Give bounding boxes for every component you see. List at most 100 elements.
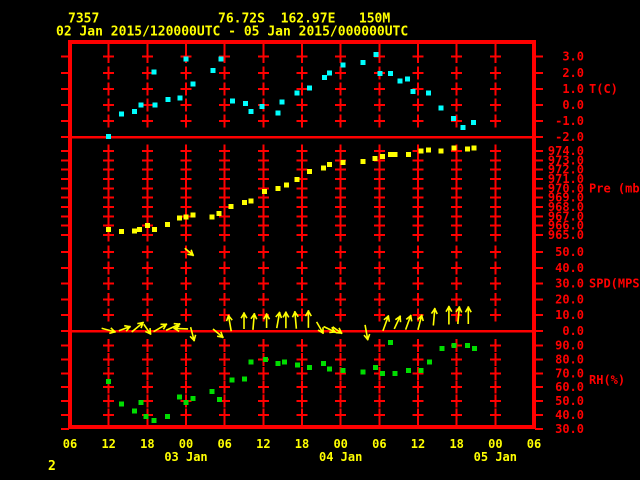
temperature-point	[259, 104, 265, 110]
time-tick-label: 06	[63, 437, 77, 451]
relative_humidity-point	[217, 397, 223, 403]
temperature-point	[360, 59, 366, 65]
relative_humidity-point	[248, 359, 254, 365]
relative_humidity-point	[380, 370, 386, 376]
time-tick-label: 00	[488, 437, 502, 451]
relative_humidity-point	[294, 362, 300, 368]
pressure-point	[106, 226, 112, 232]
pressure-tick-label: 965.0	[548, 228, 584, 242]
wind_speed-tick-label: 50.0	[555, 245, 584, 259]
relative_humidity-point	[164, 413, 170, 419]
time-tick-label: 12	[411, 437, 425, 451]
wind-arrow	[275, 311, 283, 329]
relative_humidity-point	[405, 368, 411, 374]
relative_humidity-tick-label: 60.0	[555, 380, 584, 394]
wind_speed-tick-label: 20.0	[555, 292, 584, 306]
relative_humidity-point	[465, 343, 471, 348]
date-label: 03 Jan	[164, 450, 207, 464]
wind_speed-tick-label: 40.0	[555, 261, 584, 275]
relative_humidity-point	[439, 345, 445, 351]
pressure-point	[262, 189, 268, 195]
relative_humidity-point	[387, 340, 393, 346]
pressure-point	[327, 162, 333, 168]
wind-arrow	[131, 321, 145, 333]
pressure-point	[131, 228, 137, 234]
temperature-point	[425, 90, 431, 96]
grid-plus-marks	[103, 44, 501, 425]
relative_humidity-point	[392, 370, 398, 376]
date-label: 04 Jan	[319, 450, 362, 464]
relative_humidity-point	[183, 399, 189, 405]
pressure-point	[164, 221, 170, 227]
relative_humidity-point	[143, 413, 149, 419]
pressure-tick-label: 968.0	[548, 200, 584, 214]
pressure-point	[425, 147, 431, 153]
pressure-point	[387, 152, 393, 158]
pressure-point	[451, 145, 457, 151]
temperature-point	[152, 102, 158, 108]
wind-arrow	[263, 313, 271, 328]
pressure-tick-label: 970.0	[548, 181, 584, 195]
wind-arrow	[282, 311, 290, 329]
temperature-point	[450, 116, 456, 122]
wind-arrow	[101, 327, 117, 335]
time-tick-label: 18	[295, 437, 309, 451]
wind-arrow	[404, 314, 413, 330]
temperature-point	[410, 88, 416, 94]
pressure-point	[360, 159, 366, 165]
pressure-point	[392, 152, 398, 158]
pressure-point	[372, 155, 378, 161]
wind-arrow	[363, 324, 371, 341]
relative_humidity-point	[177, 394, 183, 400]
wind-arrow	[240, 312, 248, 329]
wind-arrow	[173, 325, 189, 333]
relative_humidity-point	[138, 399, 144, 405]
pressure-point	[340, 160, 346, 166]
pressure-point	[405, 151, 411, 157]
pressure-tick-label: 971.0	[548, 172, 584, 186]
relative_humidity-tick-label: 80.0	[555, 352, 584, 366]
plot-border	[61, 40, 543, 430]
temperature-tick-label: 3.0	[562, 50, 584, 64]
time-tick-label: 18	[140, 437, 154, 451]
pressure-point	[465, 146, 471, 152]
wind-arrow	[291, 310, 299, 329]
temperature-series	[106, 51, 476, 139]
pressure-point	[144, 223, 150, 229]
relative_humidity-point	[106, 379, 112, 385]
wind-arrow	[332, 326, 343, 335]
pressure-point	[190, 212, 196, 218]
wind-arrow	[455, 306, 463, 325]
relative_humidity-point	[451, 343, 457, 348]
wind-arrow	[382, 314, 391, 332]
relative_humidity-point	[282, 359, 288, 365]
wind-arrow	[250, 312, 258, 330]
pressure-point	[438, 148, 444, 154]
temperature-unit-label: T(C)	[589, 82, 618, 96]
temperature-point	[190, 81, 196, 87]
wind-arrow	[143, 323, 152, 336]
pressure-point	[209, 214, 215, 220]
pressure-point	[284, 182, 290, 188]
wind-arrow	[212, 328, 224, 339]
temperature-point	[119, 111, 125, 117]
time-tick-label: 06	[527, 437, 541, 451]
page-number: 2	[48, 459, 56, 474]
relative_humidity-point	[427, 359, 433, 365]
temperature-tick-label: 1.0	[562, 82, 584, 96]
pressure-point	[418, 148, 424, 154]
temperature-point	[387, 71, 393, 77]
relative_humidity-point	[320, 361, 326, 367]
pressure-point	[177, 215, 183, 221]
pressure-point	[380, 154, 386, 160]
temperature-point	[242, 100, 248, 106]
wind-arrow	[189, 326, 197, 342]
temperature-point	[279, 99, 285, 105]
relative_humidity-point	[209, 388, 215, 394]
temperature-point	[177, 95, 183, 101]
wind-arrow	[430, 307, 438, 326]
temperature-point	[138, 102, 144, 108]
relative_humidity-point	[190, 395, 196, 401]
